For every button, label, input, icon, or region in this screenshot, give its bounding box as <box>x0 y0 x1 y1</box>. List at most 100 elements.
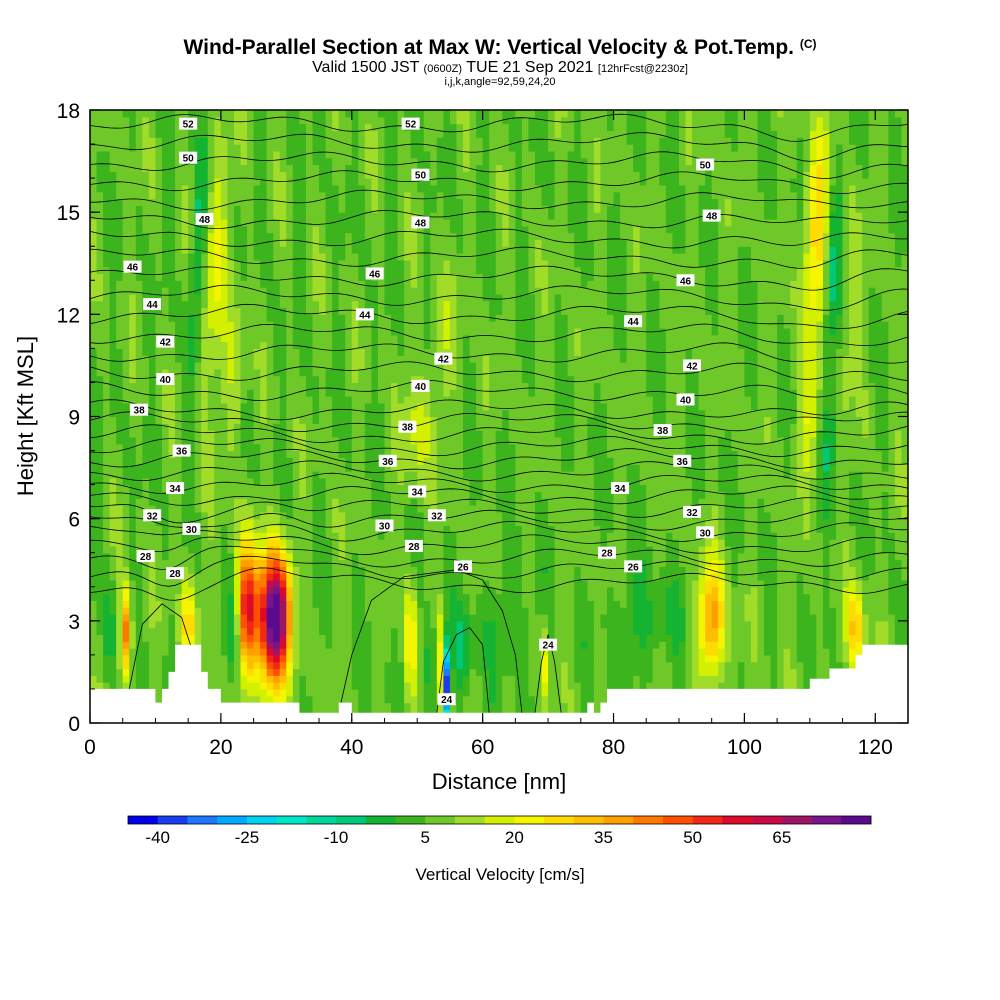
colorbar-title: Vertical Velocity [cm/s] <box>415 865 584 884</box>
contour-label-bg <box>182 522 201 535</box>
vertical-velocity-field <box>90 110 908 723</box>
contour-label-bg <box>130 403 149 416</box>
contour-label-bg <box>434 352 453 365</box>
colorbar-tick-label: 50 <box>683 828 702 847</box>
colorbar-swatch <box>454 816 485 824</box>
colorbar-swatch <box>246 816 277 824</box>
contour-label: 44 <box>359 310 371 321</box>
theta-contour-34 <box>90 448 908 470</box>
contour-label: 46 <box>680 276 692 287</box>
theta-closed-contour-1 <box>436 627 490 713</box>
colorbar-tick-label: -40 <box>145 828 170 847</box>
contour-label: 26 <box>628 562 640 573</box>
theta-contour-49 <box>90 189 908 211</box>
theta-contour-48 <box>90 209 908 230</box>
contour-label-bg <box>166 567 185 580</box>
contour-label: 34 <box>615 484 627 495</box>
contour-label-bg <box>653 424 672 437</box>
chart-title-unit: (C) <box>799 37 817 51</box>
theta-contour-51 <box>90 151 908 179</box>
contour-label-bg <box>143 509 162 522</box>
theta-contour-46 <box>90 246 908 269</box>
chart-subtitle: Valid 1500 JST (0600Z) TUE 21 Sep 2021 [… <box>0 59 1000 77</box>
theta-contour-24 <box>90 567 908 601</box>
contour-label: 46 <box>127 263 139 274</box>
valid-zulu: (0600Z) <box>423 63 463 75</box>
colorbar-swatch <box>603 816 634 824</box>
y-tick-label: 18 <box>57 100 80 123</box>
contour-label-bg <box>683 359 702 372</box>
chart-title-main: Wind-Parallel Section at Max W: Vertical… <box>183 36 794 59</box>
theta-contour-30 <box>90 497 908 524</box>
contour-label: 28 <box>140 552 152 563</box>
contour-label-bg <box>702 209 721 222</box>
theta-contour-37 <box>90 411 908 433</box>
theta-contour-44 <box>90 284 908 311</box>
contour-label-bg <box>696 158 715 171</box>
colorbar-tick-label: 65 <box>772 828 791 847</box>
contour-label-bg <box>179 151 198 164</box>
contour-label: 24 <box>441 695 453 706</box>
x-axis-title: Distance [nm] <box>432 769 567 794</box>
contour-label: 30 <box>186 525 198 536</box>
contour-label: 40 <box>160 375 172 386</box>
theta-contour-25 <box>90 555 908 587</box>
contour-label: 48 <box>199 215 211 226</box>
contour-label-bg <box>365 267 384 280</box>
potential-temperature-contours <box>90 113 908 713</box>
contour-label-bg <box>143 298 162 311</box>
contour-label: 50 <box>183 154 195 165</box>
contour-label-bg <box>156 335 175 348</box>
contour-label: 28 <box>601 549 613 560</box>
valid-prefix: Valid 1500 JST <box>312 59 420 76</box>
valid-date: TUE 21 Sep 2021 <box>466 59 594 76</box>
theta-contour-33 <box>90 460 908 482</box>
theta-contour-32 <box>90 472 908 494</box>
contour-label-bg <box>355 308 374 321</box>
contour-label-bg <box>454 560 473 573</box>
chart-title: Wind-Parallel Section at Max W: Vertical… <box>0 36 1000 60</box>
contour-label: 38 <box>134 406 146 417</box>
contour-label-bg <box>411 168 430 181</box>
contour-label-bg <box>404 539 423 552</box>
theta-contour-31 <box>90 485 908 506</box>
contour-label: 30 <box>700 528 712 539</box>
contour-label-bg <box>411 216 430 229</box>
contour-label-bg <box>624 315 643 328</box>
colorbar-swatch <box>573 816 604 824</box>
contour-label-bg <box>673 454 692 467</box>
theta-contour-35 <box>90 435 908 458</box>
colorbar-swatch <box>841 816 872 824</box>
y-tick-label: 3 <box>68 611 80 634</box>
contour-label-bg <box>411 379 430 392</box>
colorbar-swatch <box>217 816 248 824</box>
theta-contour-40 <box>90 361 908 383</box>
colorbar-swatch <box>781 816 812 824</box>
contour-label: 40 <box>415 382 427 393</box>
x-tick-label: 120 <box>858 736 893 759</box>
x-tick-label: 40 <box>340 736 363 759</box>
colorbar-tick-label: 35 <box>594 828 613 847</box>
contour-label-bg <box>408 485 427 498</box>
contour-label-bg <box>696 526 715 539</box>
y-tick-label: 15 <box>57 202 80 225</box>
contour-label: 48 <box>415 218 427 229</box>
theta-contour-36 <box>90 424 908 445</box>
colorbar: -40 -25 -10 5 20 35 50 65 <box>127 815 872 847</box>
theta-contour-53 <box>90 113 908 142</box>
theta-contour-50 <box>90 170 908 195</box>
contour-label: 42 <box>686 361 698 372</box>
theta-contour-28 <box>90 521 908 542</box>
colorbar-swatch <box>662 816 693 824</box>
terrain-mask <box>90 644 908 723</box>
contour-label: 42 <box>438 355 450 366</box>
contour-label: 36 <box>677 457 689 468</box>
x-tick-label: 100 <box>727 736 762 759</box>
colorbar-frame <box>127 815 872 825</box>
contour-label-bg <box>156 373 175 386</box>
colorbar-swatch <box>633 816 664 824</box>
y-tick-label: 12 <box>57 304 80 327</box>
colorbar-tick-label: 20 <box>505 828 524 847</box>
colorbar-swatch <box>722 816 753 824</box>
